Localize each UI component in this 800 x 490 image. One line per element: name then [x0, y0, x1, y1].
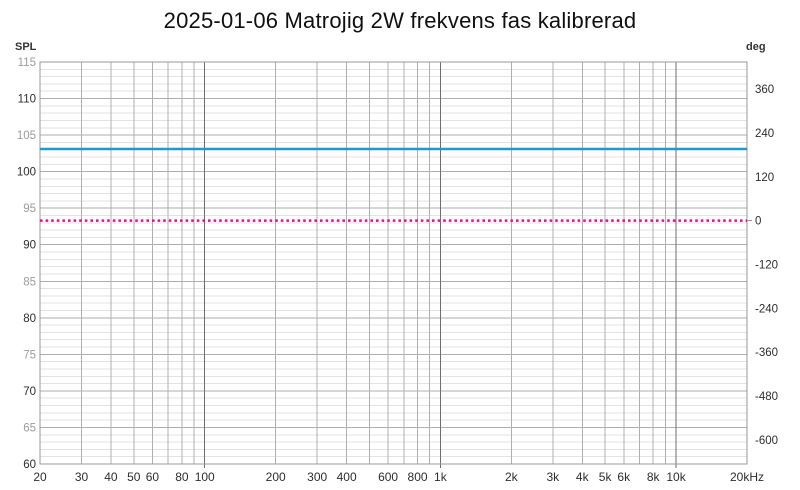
spl-tick-label: 75: [23, 349, 36, 361]
spl-tick-label: 80: [23, 313, 36, 325]
chart-title: 2025-01-06 Matrojig 2W frekvens fas kali…: [163, 8, 637, 33]
freq-tick-label: 50: [127, 470, 141, 484]
freq-tick-label: 40: [104, 470, 118, 484]
deg-tick-label: 240: [755, 128, 774, 140]
freq-tick-label: 5k: [599, 470, 613, 484]
spl-axis-unit-label: SPL: [15, 41, 37, 53]
deg-tick-label: 360: [755, 84, 774, 96]
spl-tick-label: 110: [18, 94, 36, 106]
freq-tick-labels: 20 30 40 50 60 80 100 200 300 400 600 800 1k 2k 3k 4k 5k…: [33, 470, 764, 484]
plot-border: [39, 61, 748, 465]
freq-tick-label: 1k: [434, 470, 448, 484]
freq-tick-label: 800: [408, 470, 428, 484]
spl-tick-label: 65: [23, 422, 36, 434]
deg-axis-unit-label: deg: [746, 41, 766, 53]
deg-tick-labels: 360 240 120 0 -120 -240 -360 -480 -600: [755, 84, 778, 447]
spl-tick-label: 100: [17, 167, 36, 179]
spl-tick-label: 85: [23, 276, 36, 288]
freq-tick-label: 10k: [666, 470, 686, 484]
freq-tick-label: 8k: [647, 470, 661, 484]
freq-tick-label: 2k: [505, 470, 519, 484]
freq-tick-label: 600: [378, 470, 398, 484]
deg-tick-label: -120: [755, 259, 778, 271]
freq-tick-label: 80: [175, 470, 189, 484]
spl-tick-label: 60: [23, 459, 36, 471]
deg-tick-label: -480: [755, 391, 778, 403]
h-gridlines: [40, 68, 747, 458]
spl-tick-label: 115: [18, 57, 36, 69]
spl-tick-label: 90: [23, 240, 36, 252]
freq-tick-label: 200: [266, 470, 286, 484]
freq-tick-label: 20kHz: [730, 470, 764, 484]
freq-tick-label: 30: [75, 470, 89, 484]
freq-tick-label: 300: [307, 470, 327, 484]
deg-tick-label: -600: [755, 435, 778, 447]
spl-tick-label: 95: [23, 203, 36, 215]
deg-tick-label: -240: [755, 303, 778, 315]
deg-tick-label: 0: [755, 216, 761, 228]
freq-tick-label: 20: [33, 470, 47, 484]
spl-tick-label: 105: [17, 130, 36, 142]
spl-tick-labels: 115 110 105 100 95 90 85 80 75 70 65 60: [17, 57, 36, 471]
freq-tick-label: 3k: [546, 470, 560, 484]
v-gridlines: [80, 62, 677, 468]
freq-tick-label: 400: [337, 470, 357, 484]
freq-tick-label: 60: [146, 470, 160, 484]
freq-tick-label: 100: [195, 470, 215, 484]
spl-tick-label: 70: [23, 386, 36, 398]
deg-tick-label: -360: [755, 347, 778, 359]
freq-tick-label: 6k: [617, 470, 631, 484]
deg-tick-label: 120: [755, 172, 774, 184]
freq-tick-label: 4k: [576, 470, 590, 484]
